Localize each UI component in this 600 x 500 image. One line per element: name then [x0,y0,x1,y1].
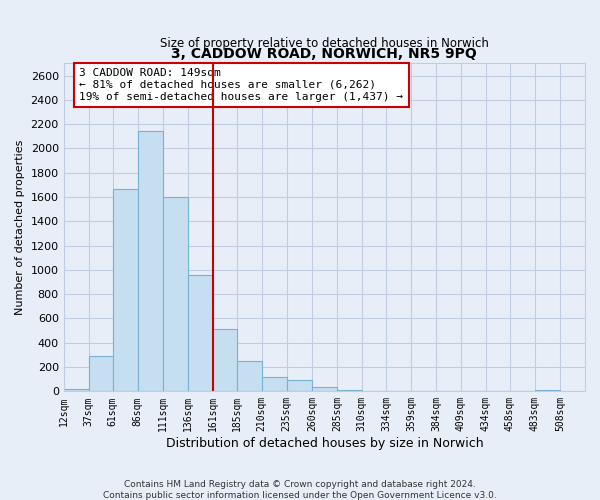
Text: Contains HM Land Registry data © Crown copyright and database right 2024.
Contai: Contains HM Land Registry data © Crown c… [103,480,497,500]
Bar [138,132,163,392]
Bar [188,274,213,392]
Bar [337,390,362,392]
Bar [362,390,386,392]
Text: Size of property relative to detached houses in Norwich: Size of property relative to detached ho… [160,38,489,51]
Bar [535,390,560,392]
Bar [262,377,287,392]
Bar [237,361,262,392]
Text: 3 CADDOW ROAD: 149sqm
← 81% of detached houses are smaller (6,262)
19% of semi-d: 3 CADDOW ROAD: 149sqm ← 81% of detached … [79,68,403,102]
Title: 3, CADDOW ROAD, NORWICH, NR5 9PQ: 3, CADDOW ROAD, NORWICH, NR5 9PQ [172,47,477,61]
Bar [312,387,337,392]
Bar [213,330,237,392]
X-axis label: Distribution of detached houses by size in Norwich: Distribution of detached houses by size … [166,437,483,450]
Bar [163,197,188,392]
Y-axis label: Number of detached properties: Number of detached properties [15,140,25,315]
Bar [89,356,113,392]
Bar [113,188,138,392]
Bar [64,389,89,392]
Bar [287,380,312,392]
